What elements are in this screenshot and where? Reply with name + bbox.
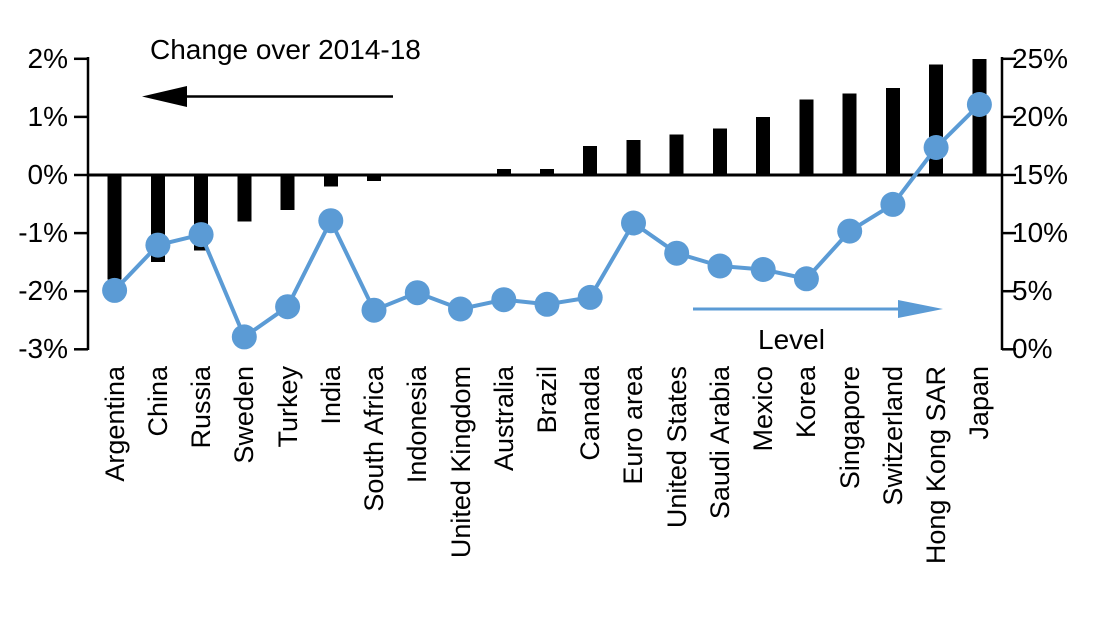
line-marker xyxy=(448,296,473,322)
bar xyxy=(323,175,338,187)
line-marker xyxy=(837,218,863,244)
right-axis-tick-label: 10% xyxy=(1012,217,1069,249)
line-marker xyxy=(707,253,733,279)
line-marker xyxy=(361,297,387,323)
category-label: Argentina xyxy=(99,366,130,482)
bar xyxy=(496,169,511,175)
category-label: Canada xyxy=(575,366,606,461)
line-marker xyxy=(318,208,344,234)
bar xyxy=(583,145,598,175)
bar xyxy=(626,140,641,175)
category-label: South Africa xyxy=(359,366,390,512)
category-label: Mexico xyxy=(748,366,779,452)
category-label: China xyxy=(142,366,173,437)
category-label: Korea xyxy=(791,366,822,439)
bar xyxy=(107,175,122,280)
right-axis-tick-label: 25% xyxy=(1012,42,1069,74)
bar xyxy=(756,116,771,175)
category-label: India xyxy=(315,366,346,425)
left-axis-tick-label: 1% xyxy=(27,100,68,132)
right-axis-tick-label: 20% xyxy=(1012,100,1069,132)
category-label: United Kingdom xyxy=(445,366,476,559)
line-marker xyxy=(664,240,690,266)
left-axis-tick-label: -1% xyxy=(18,217,68,249)
line-marker xyxy=(880,191,906,217)
line-marker xyxy=(621,210,646,236)
line-marker xyxy=(793,266,819,292)
category-label: Switzerland xyxy=(877,366,908,506)
category-label: Saudi Arabia xyxy=(704,366,735,520)
bar xyxy=(280,175,295,210)
right-axis-tick-label: 15% xyxy=(1012,159,1069,190)
left-axis-tick-label: -3% xyxy=(18,333,68,365)
left-axis-tick-label: 2% xyxy=(27,42,68,74)
bar xyxy=(367,175,381,181)
category-label: Indonesia xyxy=(402,366,433,484)
bar xyxy=(237,175,252,222)
bar xyxy=(885,87,900,175)
change-arrow-head xyxy=(142,86,187,107)
line-series-annotation: Level xyxy=(758,324,825,355)
line-marker xyxy=(231,324,257,350)
bar xyxy=(669,134,684,175)
bar xyxy=(799,99,814,175)
line-marker xyxy=(404,280,430,306)
category-label: Hong Kong SAR xyxy=(921,366,952,565)
category-label: Australia xyxy=(488,366,519,472)
category-label: Singapore xyxy=(834,366,865,490)
level-arrow-head xyxy=(898,300,943,318)
bar xyxy=(540,169,554,175)
category-label: Euro area xyxy=(618,366,649,485)
line-marker xyxy=(750,257,776,282)
line-marker xyxy=(102,277,128,303)
line-marker xyxy=(275,294,301,320)
bar xyxy=(842,93,857,175)
category-label: Brazil xyxy=(532,366,562,434)
line-marker xyxy=(188,222,214,248)
line-marker xyxy=(966,92,992,117)
right-axis-tick-label: 0% xyxy=(1012,333,1053,365)
bar xyxy=(713,128,727,175)
category-label: Japan xyxy=(964,366,995,440)
category-label: United States xyxy=(661,366,692,529)
line-marker xyxy=(923,135,949,160)
left-axis-tick-label: -2% xyxy=(18,275,68,307)
category-label: Turkey xyxy=(272,366,303,448)
category-label: Sweden xyxy=(229,366,260,464)
line-marker xyxy=(577,284,603,310)
line-marker xyxy=(534,291,560,317)
line-marker xyxy=(145,232,171,258)
right-axis-tick-label: 5% xyxy=(1012,275,1053,307)
category-label: Russia xyxy=(186,366,217,449)
bar-series-annotation: Change over 2014-18 xyxy=(150,34,421,65)
left-axis-tick-label: 0% xyxy=(27,159,68,190)
line-marker xyxy=(491,287,517,313)
